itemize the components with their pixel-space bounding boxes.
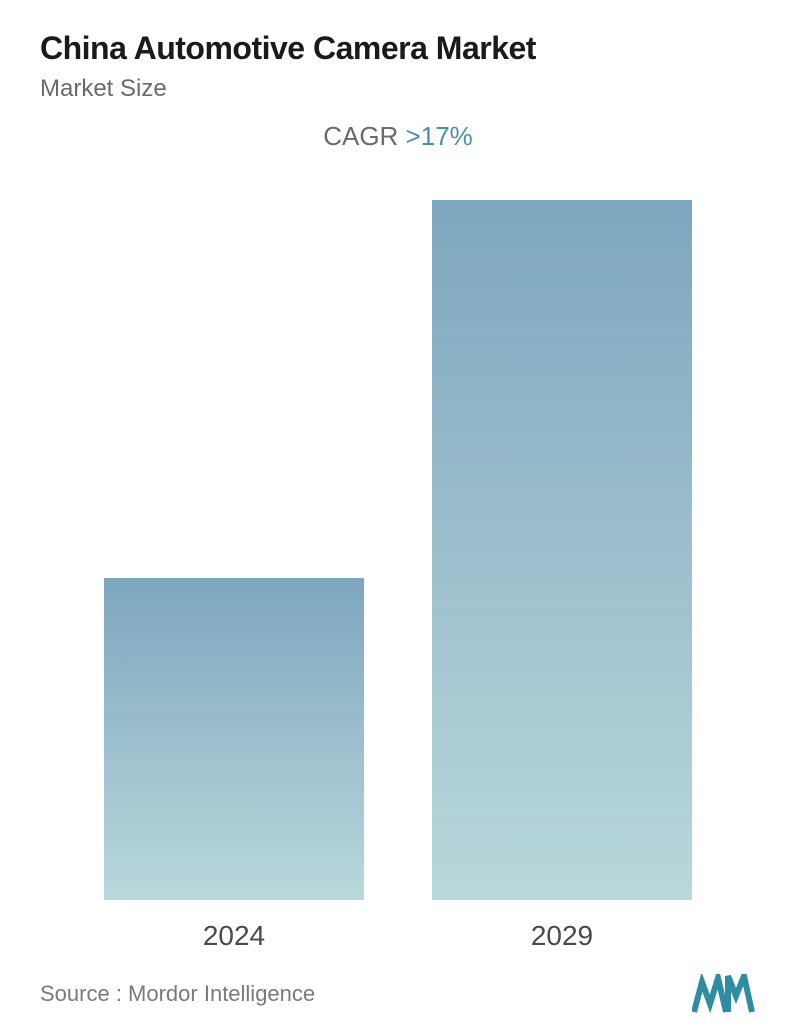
bar: [432, 200, 692, 900]
chart-subtitle: Market Size: [40, 75, 756, 103]
bar-group: 2024: [94, 578, 374, 952]
cagr-value: >17%: [406, 121, 473, 151]
source-text: Source : Mordor Intelligence: [40, 981, 315, 1007]
chart-plot-area: 2024 2029: [40, 162, 756, 952]
chart-card: China Automotive Camera Market Market Si…: [0, 0, 796, 1034]
cagr-row: CAGR >17%: [40, 121, 756, 152]
chart-title: China Automotive Camera Market: [40, 30, 756, 67]
bar-category-label: 2024: [203, 920, 265, 952]
footer: Source : Mordor Intelligence: [40, 952, 756, 1014]
bar-group: 2029: [422, 200, 702, 952]
cagr-label: CAGR: [323, 121, 405, 151]
bar-category-label: 2029: [531, 920, 593, 952]
brand-logo-icon: [692, 974, 756, 1014]
bar: [104, 578, 364, 900]
